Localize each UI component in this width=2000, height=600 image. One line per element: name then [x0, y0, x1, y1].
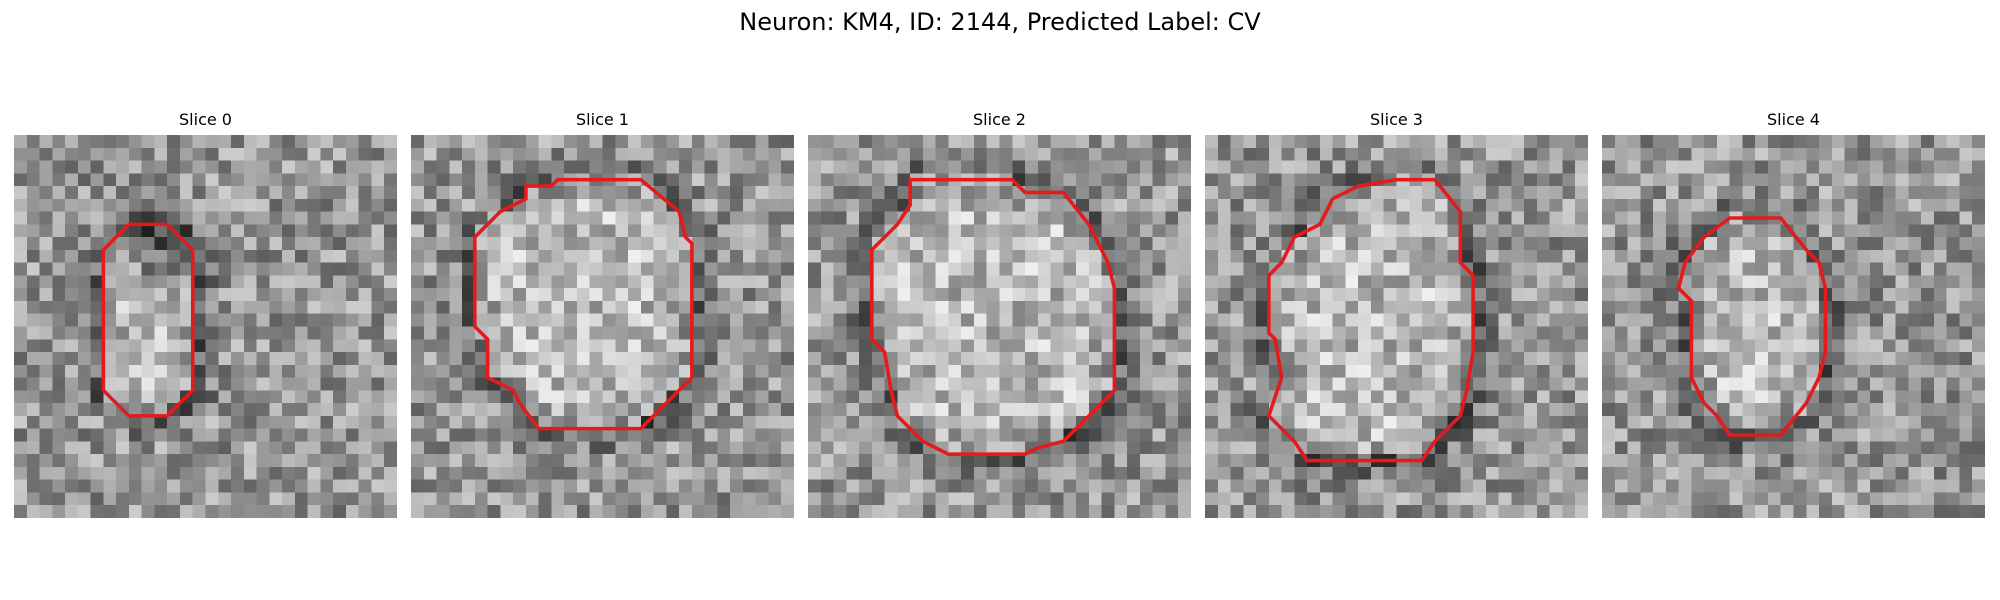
- slice-image-3: [1205, 135, 1588, 518]
- slice-title-4: Slice 4: [1767, 110, 1820, 129]
- figure-title: Neuron: KM4, ID: 2144, Predicted Label: …: [739, 8, 1261, 36]
- slice-image-2: [808, 135, 1191, 518]
- slice-panel-2: Slice 2: [808, 108, 1191, 518]
- slice-title-0: Slice 0: [179, 110, 232, 129]
- segmentation-contour-4: [1676, 216, 1828, 437]
- slice-title-1: Slice 1: [576, 110, 629, 129]
- segmentation-contour-2: [870, 177, 1117, 456]
- slice-image-1: [411, 135, 794, 518]
- slice-panel-1: Slice 1: [411, 108, 794, 518]
- slice-title-3: Slice 3: [1370, 110, 1423, 129]
- slice-panel-0: Slice 0: [14, 108, 397, 518]
- slice-image-4: [1602, 135, 1985, 518]
- slice-image-0: [14, 135, 397, 518]
- segmentation-contour-1: [473, 177, 694, 431]
- segmentation-contour-0: [101, 222, 195, 418]
- slice-panel-3: Slice 3: [1205, 108, 1588, 518]
- segmentation-contour-3: [1266, 177, 1475, 463]
- slice-panel-4: Slice 4: [1602, 108, 1985, 518]
- slice-title-2: Slice 2: [973, 110, 1026, 129]
